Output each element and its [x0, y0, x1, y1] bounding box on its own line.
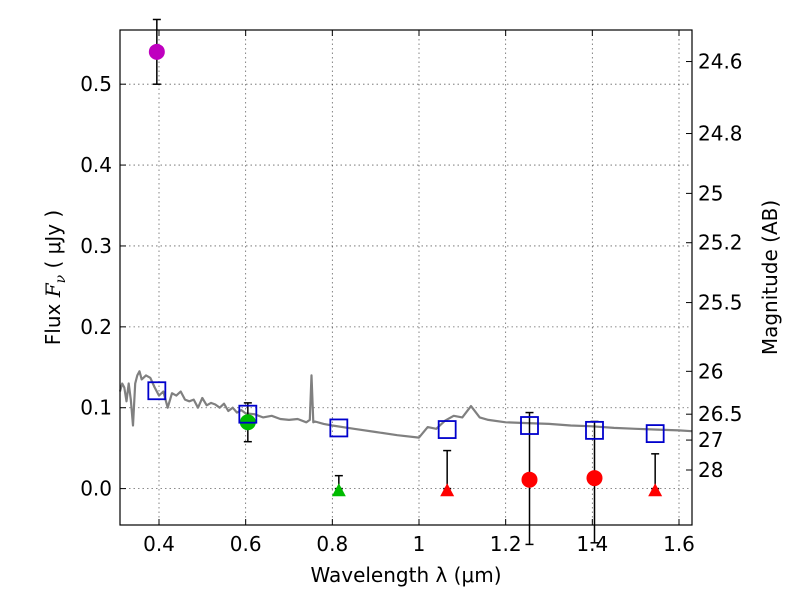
model-photometry-square [585, 420, 604, 440]
right-tick-label: 25 [698, 181, 723, 205]
x-axis-label: Wavelength λ (μm) [310, 563, 501, 587]
upper-limit-triangle [648, 483, 663, 497]
model-photometry-square [147, 381, 167, 401]
y-axis-label-units: ( μJy ) [41, 210, 65, 275]
x-tick-label: 1.6 [663, 532, 695, 556]
upper-limit-triangle [440, 483, 455, 497]
right-tick-label: 24.6 [698, 50, 743, 74]
detection-point [586, 470, 603, 487]
model-spectrum-line [118, 370, 693, 439]
y-axis-label-prefix: Flux [41, 297, 65, 345]
model-spectrum-layer [118, 370, 693, 439]
y-axis-label-subscript: ν [53, 274, 69, 283]
right-tick-label: 26.5 [698, 402, 743, 426]
y-tick-label: 0.0 [80, 477, 112, 501]
right-axis-label: Magnitude (AB) [758, 200, 782, 355]
detection-point [148, 43, 165, 60]
y-tick-label: 0.2 [80, 315, 112, 339]
axis-ticks: 0.4 0.6 0.8 1 1.2 1.4 1.6 0.0 0.1 0.2 0.3 0.4 0.5 24.… [80, 30, 743, 556]
y-axis-label: Flux Fν ( μJy ) [41, 210, 69, 345]
plot-frame [119, 29, 693, 526]
y-tick-label: 0.3 [80, 234, 112, 258]
x-tick-label: 0.8 [316, 532, 348, 556]
data-points-layer [147, 18, 665, 546]
right-tick-label: 25.2 [698, 231, 743, 255]
model-photometry-square [238, 404, 258, 424]
y-axis-label-symbol: F [41, 282, 65, 298]
y-tick-label: 0.5 [80, 72, 112, 96]
model-photometry-square [329, 418, 349, 438]
right-tick-label: 27 [698, 428, 723, 452]
right-tick-label: 25.5 [698, 291, 743, 315]
right-tick-label: 28 [698, 458, 723, 482]
model-photometry-square [645, 424, 665, 444]
model-photometry-square [520, 416, 539, 435]
right-tick-label: 24.8 [698, 122, 743, 146]
x-tick-label: 0.4 [143, 532, 175, 556]
x-tick-label: 1 [413, 532, 426, 556]
y-tick-label: 0.4 [80, 153, 112, 177]
x-tick-label: 1.4 [576, 532, 608, 556]
x-tick-label: 1.2 [490, 532, 522, 556]
grid-lines [120, 30, 692, 525]
right-tick-label: 26 [698, 359, 723, 383]
x-tick-label: 0.6 [230, 532, 262, 556]
detection-point [521, 471, 538, 488]
y-tick-label: 0.1 [80, 396, 112, 420]
model-photometry-square [437, 420, 457, 439]
upper-limit-triangle [331, 483, 346, 497]
